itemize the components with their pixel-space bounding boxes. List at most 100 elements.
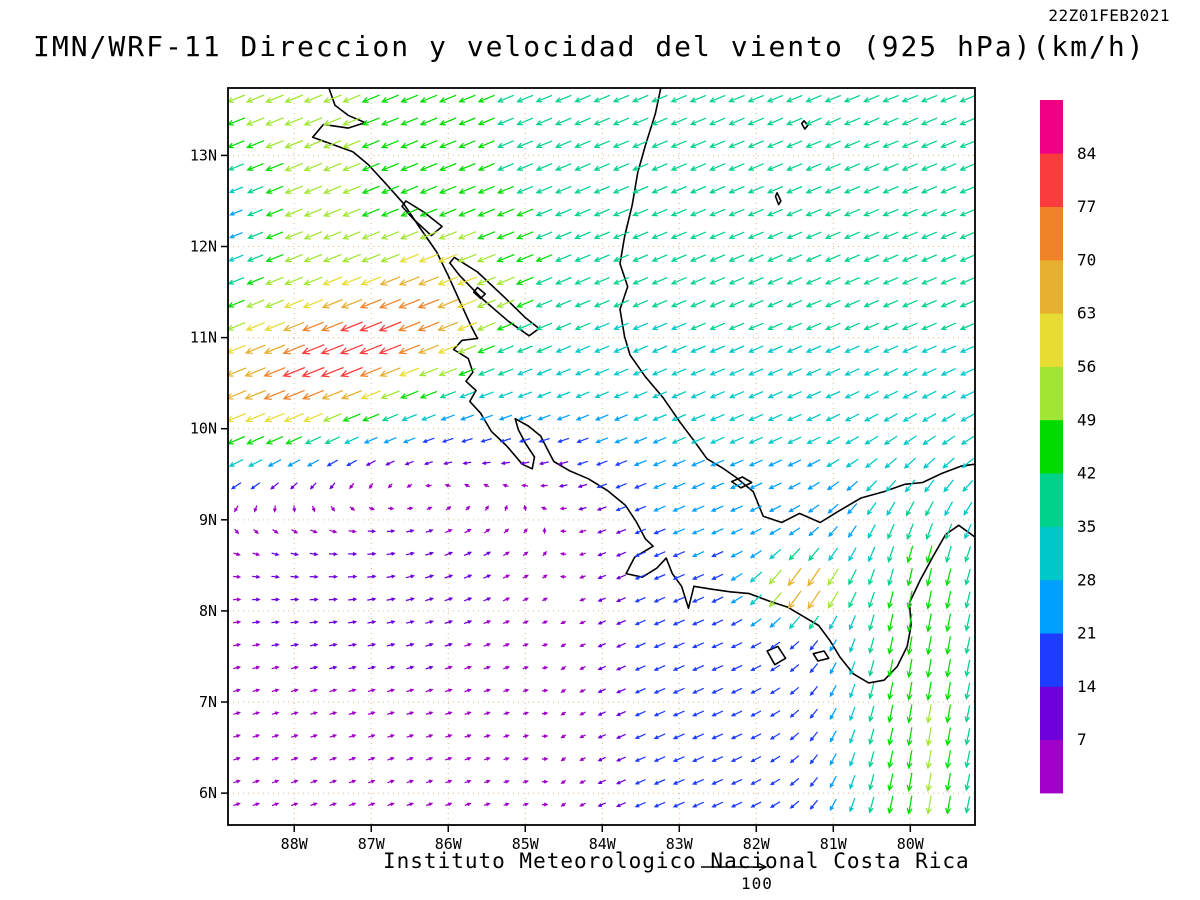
wind-arrow <box>483 779 491 784</box>
wind-arrow <box>419 140 438 149</box>
wind-arrow <box>406 756 415 761</box>
axis-labels: 13N 12N 11N 10N 9N 8N 7N 6N 88W 87W 86W 85W 84W 83W 82… <box>190 146 925 853</box>
wind-arrow <box>769 801 781 808</box>
wind-arrow <box>227 344 246 354</box>
wind-arrow <box>367 574 377 579</box>
wind-arrow <box>906 568 913 587</box>
wind-arrow <box>786 277 803 285</box>
wind-arrow <box>747 185 764 194</box>
wind-arrow <box>575 391 590 399</box>
wind-arrow <box>748 436 764 444</box>
wind-arrow <box>651 345 668 353</box>
wind-arrow <box>387 688 396 693</box>
wind-arrow <box>348 734 357 738</box>
wind-arrow <box>290 597 300 602</box>
wind-arrow <box>574 231 591 240</box>
wind-arrow <box>847 502 858 515</box>
wind-arrow <box>747 117 765 126</box>
wind-arrow <box>887 773 894 792</box>
wind-arrow <box>863 254 880 262</box>
wind-arrow <box>920 94 938 103</box>
wind-arrow <box>273 505 277 513</box>
wind-arrow <box>502 643 511 647</box>
wind-arrow <box>322 140 342 149</box>
wind-arrow <box>728 299 745 308</box>
wind-arrow <box>425 779 434 784</box>
wind-arrow <box>380 390 400 400</box>
wind-arrow <box>303 94 323 103</box>
wind-arrow <box>750 801 762 808</box>
wind-arrow <box>944 501 954 517</box>
wind-arrow <box>631 94 649 103</box>
wind-arrow <box>807 504 820 513</box>
wind-arrow <box>615 688 626 694</box>
chart-title: IMN/WRF-11 Direccion y velocidad del vie… <box>33 30 1146 63</box>
wind-arrow <box>309 552 319 557</box>
wind-arrow <box>477 208 496 217</box>
wind-arrow <box>632 299 649 308</box>
wind-arrow <box>710 459 725 467</box>
wind-arrow <box>265 254 284 263</box>
wind-arrow <box>498 414 513 421</box>
wind-arrow <box>805 368 822 376</box>
wind-arrow <box>634 619 646 626</box>
wind-arrow <box>651 163 668 171</box>
wind-arrow <box>321 298 343 309</box>
wind-arrow <box>767 368 783 376</box>
wind-arrow <box>246 254 264 262</box>
wind-arrow <box>747 277 764 285</box>
wind-arrow <box>387 711 395 716</box>
wind-arrow <box>906 658 913 679</box>
wind-arrow <box>536 368 552 376</box>
wind-arrow <box>367 642 377 647</box>
colorbar-segment <box>1040 633 1063 687</box>
valid-time-label: 22Z01FEB2021 <box>1048 6 1170 25</box>
wind-arrow <box>747 231 764 240</box>
wind-arrow <box>386 529 396 534</box>
wind-arrow <box>941 413 956 422</box>
wind-arrow <box>461 437 473 443</box>
wind-arrow <box>882 277 899 285</box>
wind-arrow <box>361 162 380 172</box>
wind-arrow <box>959 208 976 217</box>
coastlines <box>311 87 976 684</box>
wind-arrow <box>328 574 339 579</box>
wind-arrow <box>615 483 627 489</box>
wind-arrow <box>326 459 339 467</box>
wind-arrow <box>633 436 648 444</box>
wind-arrow <box>245 117 265 126</box>
wind-arrow <box>227 412 247 423</box>
wind-arrow <box>227 163 244 171</box>
wind-arrow <box>554 94 572 103</box>
wind-arrow <box>383 437 397 444</box>
wind-arrow <box>882 163 899 171</box>
colorbar-tick-label: 28 <box>1077 570 1096 589</box>
wind-arrow <box>730 550 743 558</box>
wind-arrow <box>882 322 899 331</box>
wind-arrow <box>380 208 400 217</box>
wind-arrow <box>964 568 971 586</box>
wind-arrow <box>522 711 530 716</box>
wind-arrow <box>303 117 323 126</box>
wind-arrow <box>576 437 589 444</box>
wind-arrow <box>458 117 476 126</box>
wind-arrow <box>940 185 957 194</box>
wind-arrow <box>805 231 822 240</box>
wind-arrow <box>406 802 415 807</box>
wind-arrow <box>728 368 745 376</box>
wind-arrow <box>786 299 803 308</box>
wind-arrow <box>692 778 705 785</box>
wind-arrow <box>596 483 608 489</box>
wind-arrow <box>901 94 919 103</box>
wind-arrow <box>671 413 687 422</box>
wind-arrow <box>805 254 822 262</box>
wind-arrow <box>750 733 762 740</box>
wind-arrow <box>671 436 686 444</box>
wind-arrow <box>653 733 666 740</box>
wind-arrow <box>768 505 782 512</box>
wind-arrow <box>940 254 957 262</box>
wind-arrow <box>806 459 821 467</box>
wind-arrow <box>809 685 818 697</box>
wind-arrow <box>456 276 478 286</box>
wind-arrow <box>824 322 841 331</box>
